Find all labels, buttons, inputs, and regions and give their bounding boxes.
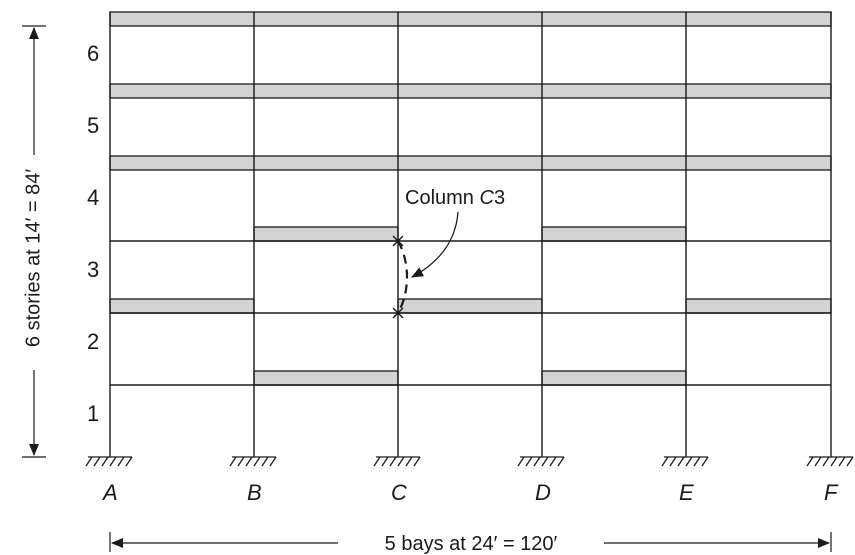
story-label-6: 6 [87, 41, 99, 66]
hinge-mark-top [392, 235, 404, 247]
column-label-b: B [247, 480, 262, 505]
floor-lines [110, 240, 831, 386]
callout-leader-arrow [411, 211, 459, 278]
story-label-5: 5 [87, 113, 99, 138]
level1-beam-de [541, 370, 687, 386]
hinge-mark-bottom [392, 307, 404, 319]
story-label-1: 1 [87, 401, 99, 426]
buckled-column-shape [397, 240, 408, 314]
support-c [373, 456, 421, 467]
story-label-4: 4 [87, 185, 99, 210]
column-label-e: E [679, 480, 694, 505]
horizontal-dimension-label: 5 bays at 24′ = 120′ [385, 533, 558, 555]
level4-beam [109, 155, 832, 171]
support-f [806, 456, 854, 467]
column-c3-callout: Column C3 [405, 187, 505, 209]
fixed-supports [85, 456, 854, 467]
column-line-labels: A B C D E F [101, 480, 839, 505]
columns [109, 12, 832, 457]
vertical-dimension-label: 6 stories at 14′ = 84′ [22, 169, 44, 347]
horizontal-dimension: 5 bays at 24′ = 120′ [109, 532, 832, 555]
column-c3-buckling [392, 211, 459, 319]
column-label-a: A [101, 480, 118, 505]
support-d [517, 456, 565, 467]
level3-beam-bc [253, 226, 399, 242]
level3-beam-de [541, 226, 687, 242]
vertical-dimension: 6 stories at 14′ = 84′ [22, 25, 46, 458]
story-labels: 1 2 3 4 5 6 [87, 41, 99, 426]
story-label-2: 2 [87, 329, 99, 354]
level1-beam-bc [253, 370, 399, 386]
level2-beam-ef [685, 298, 832, 314]
support-a [85, 456, 133, 467]
level2-beam-cd [397, 298, 543, 314]
roof-beam [109, 11, 832, 27]
support-b [229, 456, 277, 467]
level2-beam-ab [109, 298, 255, 314]
column-label-f: F [824, 480, 839, 505]
support-e [661, 456, 709, 467]
story-label-3: 3 [87, 257, 99, 282]
level5-beam [109, 83, 832, 99]
column-label-d: D [535, 480, 551, 505]
column-label-c: C [391, 480, 407, 505]
